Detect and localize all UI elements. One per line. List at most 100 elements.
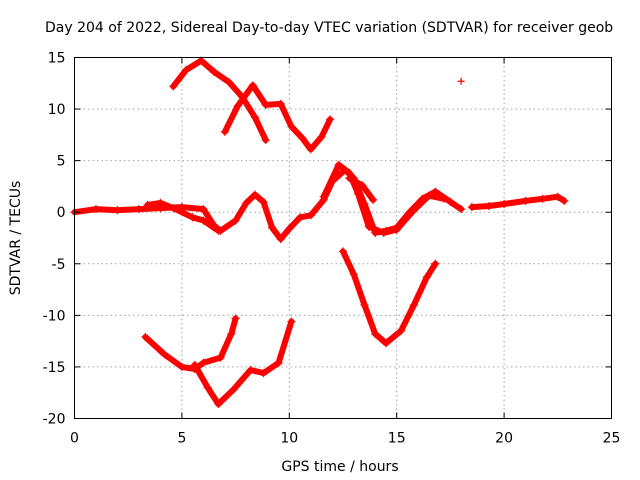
data-point — [379, 228, 388, 237]
data-point — [446, 197, 455, 206]
data-point — [203, 383, 212, 392]
data-point — [409, 301, 418, 310]
y-tick-label: 10 — [48, 102, 66, 118]
data-point — [364, 222, 373, 231]
data-point — [276, 99, 285, 108]
series-track-7 — [220, 81, 335, 154]
data-point — [369, 195, 378, 204]
data-point — [248, 81, 257, 90]
data-point — [233, 101, 242, 110]
data-point — [287, 122, 296, 131]
x-tick-label: 25 — [603, 431, 621, 447]
data-point — [485, 202, 494, 211]
data-point — [334, 160, 343, 169]
data-point — [216, 353, 225, 362]
data-point — [553, 192, 562, 201]
data-point — [199, 216, 208, 225]
data-point — [210, 67, 219, 76]
data-point — [457, 77, 465, 85]
data-point — [182, 65, 191, 74]
data-point — [538, 194, 547, 203]
data-point — [250, 190, 259, 199]
series-track-8 — [339, 247, 440, 348]
data-point — [521, 196, 530, 205]
data-point — [134, 205, 143, 214]
y-tick-label: -10 — [43, 308, 66, 324]
data-point — [246, 366, 255, 375]
data-point — [287, 317, 296, 326]
data-point — [225, 78, 234, 87]
data-point — [306, 145, 315, 154]
data-point — [467, 203, 476, 212]
data-track — [340, 248, 439, 347]
data-point — [326, 115, 335, 124]
data-point — [231, 314, 240, 323]
data-point — [190, 360, 199, 369]
x-axis-title: GPS time / hours — [281, 459, 398, 475]
x-tick-label: 0 — [70, 431, 79, 447]
data-point — [261, 100, 270, 109]
y-tick-label: 15 — [48, 51, 66, 67]
series-track-6 — [169, 56, 270, 145]
data-point — [214, 400, 223, 409]
grid-layer — [74, 57, 612, 419]
data-point — [317, 132, 326, 141]
series-track-4 — [345, 174, 378, 204]
data-point — [229, 385, 238, 394]
data-point — [422, 273, 431, 282]
data-point — [274, 358, 283, 367]
data-point — [227, 329, 236, 338]
series-track-9 — [141, 314, 240, 373]
data-point — [156, 198, 165, 207]
x-axis: 0 5 10 15 20 25 — [70, 57, 621, 447]
data-point — [261, 136, 270, 145]
plot-frame — [74, 57, 612, 419]
y-tick-label: -5 — [52, 257, 66, 273]
data-point — [276, 235, 285, 244]
data-point — [231, 216, 240, 225]
data-point — [296, 213, 305, 222]
x-tick-label: 5 — [177, 431, 186, 447]
data-point — [349, 270, 358, 279]
data-point — [431, 259, 440, 268]
series-outlier — [457, 77, 465, 85]
data-point — [339, 247, 347, 256]
data-point — [381, 339, 390, 348]
chart-title: Day 204 of 2022, Sidereal Day-to-day VTE… — [45, 20, 613, 36]
data-track — [170, 57, 269, 143]
data-point — [409, 206, 418, 215]
data-point — [113, 206, 122, 215]
series-track-2 — [143, 198, 223, 235]
data-point — [298, 133, 307, 142]
data-point — [392, 225, 401, 234]
data-track — [221, 82, 334, 153]
data-point — [188, 213, 197, 222]
data-point — [169, 204, 178, 213]
y-tick-label: -20 — [43, 412, 66, 428]
y-tick-label: 5 — [57, 154, 66, 170]
data-point — [214, 226, 223, 235]
data-track — [71, 166, 465, 242]
data-point — [220, 127, 229, 136]
series-track-1 — [70, 165, 466, 244]
data-track — [320, 161, 447, 236]
data-point — [457, 205, 466, 214]
data-point — [177, 362, 186, 371]
data-point — [345, 174, 354, 183]
data-point — [160, 350, 169, 359]
data-layer — [70, 56, 569, 409]
series-track-10 — [190, 317, 296, 409]
data-point — [439, 194, 448, 203]
data-point — [199, 205, 208, 214]
data-point — [259, 197, 268, 206]
data-point — [285, 224, 294, 233]
series-track-5 — [467, 192, 569, 212]
data-point — [424, 191, 433, 200]
data-point — [199, 358, 208, 367]
x-tick-label: 10 — [280, 431, 298, 447]
data-point — [319, 192, 328, 201]
data-point — [360, 301, 369, 310]
x-tick-label: 20 — [495, 431, 513, 447]
data-point — [169, 82, 178, 91]
data-point — [354, 189, 363, 198]
